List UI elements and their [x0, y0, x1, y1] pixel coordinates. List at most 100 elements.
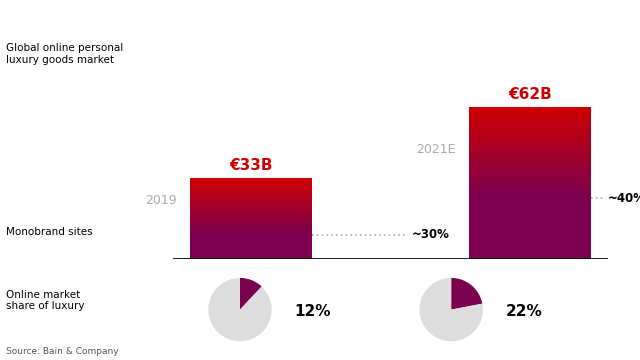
Bar [468, 169, 591, 171]
Bar [468, 184, 591, 186]
Bar [190, 181, 312, 182]
Bar [190, 234, 312, 235]
Bar [468, 127, 591, 129]
Bar [468, 180, 591, 182]
Bar [190, 198, 312, 199]
Bar [190, 213, 312, 215]
Bar [190, 194, 312, 195]
Text: 2019: 2019 [145, 194, 177, 207]
Bar [190, 218, 312, 219]
Text: 2021E: 2021E [416, 143, 456, 156]
Bar [190, 209, 312, 210]
Bar [190, 233, 312, 234]
Bar [468, 178, 591, 180]
Bar [190, 227, 312, 228]
Bar [468, 133, 591, 135]
Bar [190, 200, 312, 201]
Text: Monobrand sites: Monobrand sites [6, 227, 93, 237]
Bar [190, 183, 312, 184]
Bar [190, 210, 312, 211]
Bar [468, 113, 591, 114]
Bar [190, 217, 312, 218]
Bar [190, 219, 312, 220]
Bar [468, 162, 591, 164]
Bar [468, 114, 591, 116]
Bar [468, 171, 591, 173]
Text: Online market
share of luxury: Online market share of luxury [6, 290, 85, 311]
Bar [190, 191, 312, 192]
Wedge shape [240, 278, 262, 310]
Bar [468, 167, 591, 169]
Bar [468, 136, 591, 138]
Bar [468, 151, 591, 153]
Bar [468, 188, 591, 189]
Bar [468, 160, 591, 162]
Text: €62B: €62B [508, 87, 552, 102]
Bar [190, 188, 312, 189]
Bar [468, 175, 591, 176]
Bar [468, 198, 591, 259]
Bar [190, 207, 312, 208]
Bar [190, 229, 312, 230]
Bar [468, 145, 591, 147]
Wedge shape [420, 278, 483, 341]
Bar [468, 126, 591, 127]
Bar [190, 193, 312, 194]
Bar [468, 118, 591, 120]
Bar [190, 235, 312, 259]
Bar [468, 138, 591, 140]
Bar [190, 186, 312, 188]
Bar [190, 189, 312, 190]
Bar [468, 153, 591, 155]
Text: In two years, the online luxury market has nearly doubled, with
monobrand online: In two years, the online luxury market h… [21, 18, 619, 61]
Bar [190, 201, 312, 202]
Bar [468, 129, 591, 131]
Bar [190, 203, 312, 204]
Bar [468, 195, 591, 197]
Bar [190, 216, 312, 217]
Bar [468, 107, 591, 109]
Bar [468, 140, 591, 142]
Bar [190, 185, 312, 186]
Bar [468, 135, 591, 136]
Bar [468, 193, 591, 195]
Bar [468, 155, 591, 157]
Text: 22%: 22% [506, 304, 542, 319]
Bar [468, 158, 591, 160]
Bar [468, 142, 591, 144]
Bar [468, 164, 591, 166]
Bar [190, 204, 312, 206]
Bar [468, 122, 591, 124]
Bar [190, 230, 312, 231]
Bar [190, 211, 312, 212]
Bar [190, 224, 312, 225]
Text: €33B: €33B [229, 158, 273, 174]
Bar [468, 166, 591, 167]
Bar [468, 197, 591, 198]
Bar [190, 199, 312, 200]
Bar [468, 186, 591, 188]
Text: ~40%: ~40% [608, 192, 640, 205]
Bar [190, 221, 312, 222]
Bar [190, 180, 312, 181]
Bar [190, 222, 312, 224]
Bar [468, 131, 591, 133]
Bar [190, 225, 312, 226]
Bar [468, 157, 591, 158]
Bar [468, 147, 591, 149]
Bar [468, 120, 591, 122]
Bar [190, 197, 312, 198]
Bar [468, 149, 591, 151]
Bar [468, 109, 591, 111]
Bar [468, 124, 591, 126]
Text: Source: Bain & Company: Source: Bain & Company [6, 347, 119, 356]
Bar [190, 190, 312, 191]
Bar [468, 189, 591, 191]
Text: Global online personal
luxury goods market: Global online personal luxury goods mark… [6, 43, 124, 65]
Bar [190, 228, 312, 229]
Text: 12%: 12% [294, 304, 331, 319]
Bar [190, 192, 312, 193]
Bar [190, 202, 312, 203]
Bar [190, 206, 312, 207]
Bar [190, 220, 312, 221]
